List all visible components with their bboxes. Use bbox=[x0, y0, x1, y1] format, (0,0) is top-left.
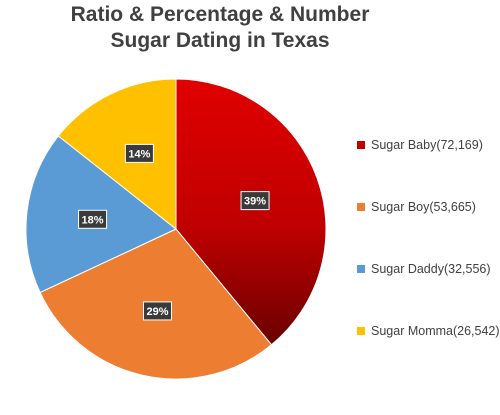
data-label-sugar-daddy: 18% bbox=[78, 209, 108, 229]
legend-swatch-sugar-momma bbox=[357, 327, 365, 335]
data-label-sugar-boy: 29% bbox=[143, 301, 173, 321]
pie-slice-sugar-momma bbox=[57, 78, 177, 231]
data-label-sugar-baby: 39% bbox=[240, 191, 270, 211]
legend-label-sugar-boy: Sugar Boy(53,665) bbox=[371, 200, 476, 214]
data-label-box-sugar-daddy bbox=[78, 209, 108, 229]
pie-labels: 39% 29% 18% 14% bbox=[78, 143, 270, 321]
data-label-box-sugar-momma bbox=[124, 143, 154, 163]
legend-label-sugar-daddy: Sugar Daddy(32,556) bbox=[371, 262, 491, 276]
legend-label-sugar-baby: Sugar Baby(72,169) bbox=[371, 138, 483, 152]
pie-chart: 39% 29% 18% 14% bbox=[25, 78, 327, 380]
legend-item-sugar-boy: Sugar Boy(53,665) bbox=[357, 199, 500, 215]
data-label-text-sugar-boy: 29% bbox=[146, 306, 168, 318]
data-label-box-sugar-boy bbox=[143, 301, 173, 321]
legend-label-sugar-momma: Sugar Momma(26,542) bbox=[371, 324, 500, 338]
legend-swatch-sugar-baby bbox=[357, 141, 365, 149]
legend: Sugar Baby(72,169) Sugar Boy(53,665) Sug… bbox=[357, 137, 500, 385]
chart-title-line-1: Ratio & Percentage & Number bbox=[70, 3, 370, 26]
legend-swatch-sugar-daddy bbox=[357, 265, 365, 273]
chart-title: Ratio & Percentage & Number Sugar Dating… bbox=[0, 2, 440, 54]
legend-item-sugar-momma: Sugar Momma(26,542) bbox=[357, 323, 500, 339]
pie-slice-sugar-baby bbox=[175, 78, 327, 346]
legend-swatch-sugar-boy bbox=[357, 203, 365, 211]
data-label-sugar-momma: 14% bbox=[124, 143, 154, 163]
legend-item-sugar-daddy: Sugar Daddy(32,556) bbox=[357, 261, 500, 277]
data-label-box-sugar-baby bbox=[240, 191, 270, 211]
data-label-text-sugar-baby: 39% bbox=[244, 196, 266, 208]
chart-title-line-2: Sugar Dating in Texas bbox=[110, 29, 330, 52]
pie-slices bbox=[25, 78, 327, 380]
data-label-text-sugar-momma: 14% bbox=[128, 148, 150, 160]
legend-item-sugar-baby: Sugar Baby(72,169) bbox=[357, 137, 500, 153]
data-label-text-sugar-daddy: 18% bbox=[82, 214, 104, 226]
